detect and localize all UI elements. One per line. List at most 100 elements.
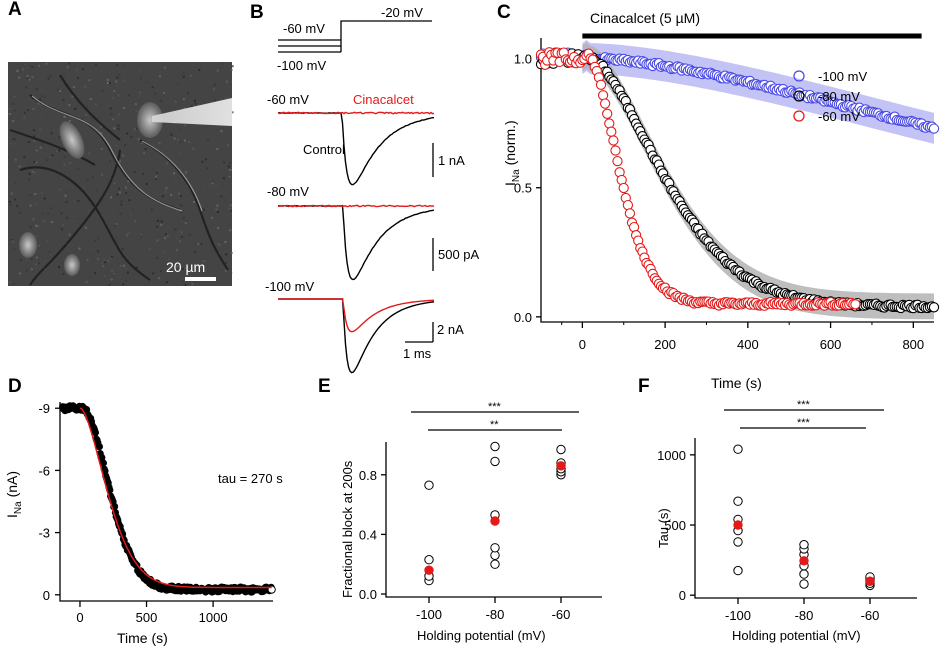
legend-marker-80	[793, 90, 805, 102]
panel-b-letter: B	[250, 2, 264, 23]
chart-f: 0 500 1000 -100 -80 -60	[657, 438, 917, 623]
d-xlabel: Time (s)	[117, 630, 168, 646]
e-point	[490, 559, 500, 569]
d-xtick-label: 500	[136, 610, 158, 625]
trace-100-control	[278, 298, 435, 374]
d-xtick-label: 0	[76, 610, 83, 625]
trace-80-control	[278, 204, 435, 281]
e-point	[424, 555, 434, 565]
c-point	[597, 90, 609, 101]
e-point	[424, 480, 434, 490]
e-mean	[556, 461, 566, 471]
c-point	[608, 135, 619, 146]
e-xtick-label: -100	[416, 607, 442, 622]
c-point	[602, 108, 613, 119]
d-axes	[59, 402, 273, 602]
f-point	[733, 565, 743, 576]
row3-scale: 2 nA	[437, 322, 464, 337]
scale-bar-2nA-1ms	[405, 322, 434, 343]
row3-label: -100 mV	[265, 279, 314, 294]
row2-label: -80 mV	[267, 184, 309, 199]
c-point	[850, 299, 861, 310]
f-point	[733, 444, 743, 454]
e-ytick-label: 0.8	[359, 468, 377, 483]
panel-d: D -9 -6 -3 0 0 500 1000 tau = 270 s Time (s) I…	[4, 376, 283, 646]
f-axes	[694, 438, 917, 599]
panel-d-letter: D	[8, 376, 22, 397]
e-point	[490, 456, 500, 467]
e-sig-bottom: **	[490, 419, 499, 431]
c-xtick-label: 400	[737, 337, 759, 352]
e-point	[490, 441, 500, 452]
d-annotation: tau = 270 s	[218, 471, 283, 486]
c-point	[622, 199, 634, 211]
d-ylabel-sub: Na	[13, 501, 24, 514]
trace-80-cinacalcet	[277, 204, 435, 208]
c-axes	[540, 38, 934, 323]
chart-d: -9 -6 -3 0 0 500 1000	[38, 401, 276, 625]
row1-scale: 1 nA	[438, 153, 465, 168]
control-label: Control	[303, 142, 345, 157]
f-xlabel: Holding potential (mV)	[732, 628, 861, 643]
panel-c: C Cinacalcet (5 µM) 0.0 0.5 1.0 0 200 400 600 8…	[497, 2, 940, 391]
d-ytick-label: 0	[43, 588, 50, 603]
d-ylabel-rest: (nA)	[4, 471, 20, 501]
chart-c: 0.0 0.5 1.0 0 200 400 600 800	[514, 38, 940, 352]
f-sig-top: ***	[797, 399, 811, 411]
panel-c-letter: C	[497, 2, 511, 23]
c-point	[599, 98, 611, 109]
f-xtick-label: -100	[725, 608, 751, 623]
protocol-test: -20 mV	[381, 5, 423, 20]
legend-marker-60	[793, 110, 805, 122]
legend-marker-100	[793, 70, 805, 82]
c-ytick-label: 0.0	[514, 310, 532, 325]
f-ytick-label: 0	[679, 588, 686, 603]
e-xlabel: Holding potential (mV)	[417, 628, 546, 643]
chart-e: 0.0 0.4 0.8 -100 -80 -60	[359, 441, 602, 622]
d-ylabel: INa (nA)	[4, 471, 24, 518]
panel-b: B -60 mV -100 mV -20 mV -60 mV Cinacalce…	[250, 2, 480, 374]
f-mean	[733, 520, 743, 530]
f-point	[799, 579, 809, 589]
time-scale: 1 ms	[403, 346, 432, 361]
f-point	[799, 569, 809, 579]
legend-60: -60 mV	[818, 109, 860, 124]
protocol-hold-bottom: -100 mV	[277, 58, 326, 73]
protocol-hold-top: -60 mV	[283, 21, 325, 36]
panel-a-letter: A	[8, 0, 22, 20]
e-point	[490, 543, 500, 553]
c-point	[612, 155, 623, 167]
e-sig-top: ***	[488, 401, 502, 413]
c-ylabel-rest: (norm.)	[502, 120, 518, 169]
panel-f-letter: F	[638, 376, 650, 397]
f-xtick-label: -60	[861, 608, 880, 623]
e-mean	[490, 516, 500, 526]
f-mean	[799, 556, 809, 566]
d-fit-line	[79, 407, 272, 589]
e-ylabel: Fractional block at 200s	[340, 460, 355, 598]
c-ylabel-sub: Na	[511, 169, 522, 182]
f-xtick-label: -80	[795, 608, 814, 623]
d-ylabel-main: I	[4, 514, 20, 518]
cinacalcet-label: Cinacalcet	[353, 92, 414, 107]
d-ytick-label: -6	[38, 463, 50, 478]
e-xtick-label: -80	[486, 607, 505, 622]
c-point	[618, 182, 629, 194]
f-point	[733, 537, 743, 547]
c-point	[928, 302, 940, 313]
panel-f: F 0 500 1000 -100 -80 -60 *** *** Holding pot…	[638, 376, 917, 643]
f-ytick-label: 1000	[657, 448, 686, 463]
c-xlabel: Time (s)	[711, 375, 762, 391]
f-point	[799, 540, 809, 550]
c-ylabel-main: I	[502, 182, 518, 186]
panel-e: E 0.0 0.4 0.8 -100 -80 -60 *** ** Holding pot…	[318, 376, 602, 643]
f-mean	[865, 576, 875, 586]
c-xtick-label: 200	[654, 337, 676, 352]
e-point	[556, 444, 566, 455]
e-ytick-label: 0.0	[359, 587, 377, 602]
legend-100: -100 mV	[818, 69, 867, 84]
row2-scale: 500 pA	[438, 247, 480, 262]
legend-80: -80 mV	[818, 89, 860, 104]
f-ytick-label: 500	[664, 518, 686, 533]
